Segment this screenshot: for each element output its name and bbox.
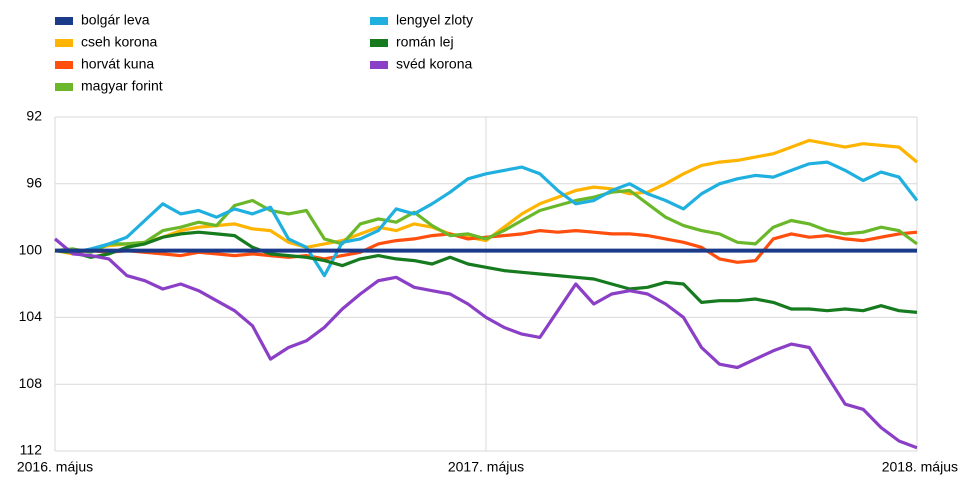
y-tick-label: 92 — [26, 108, 42, 124]
legend-swatch — [370, 17, 388, 25]
legend-swatch — [55, 39, 73, 47]
legend-label: magyar forint — [81, 78, 163, 94]
legend-swatch — [370, 39, 388, 47]
y-tick-label: 104 — [19, 308, 43, 324]
x-tick-label: 2018. május — [882, 459, 958, 475]
legend-label: cseh korona — [81, 34, 157, 50]
y-tick-label: 112 — [20, 442, 43, 458]
y-tick-label: 108 — [19, 375, 43, 391]
series-line — [53, 237, 918, 450]
series-line — [54, 188, 918, 254]
legend-label: bolgár leva — [81, 12, 150, 28]
x-tick-label: 2016. május — [17, 459, 93, 475]
legend-swatch — [370, 61, 388, 69]
y-tick-label: 96 — [26, 175, 42, 191]
legend-swatch — [55, 17, 73, 25]
y-tick-label: 100 — [19, 241, 43, 257]
x-tick-label: 2017. május — [448, 459, 524, 475]
legend-swatch — [55, 61, 73, 69]
series-line — [54, 230, 918, 314]
series-line — [54, 138, 919, 256]
legend-swatch — [55, 83, 73, 91]
legend-label: román lej — [396, 34, 454, 50]
legend-label: svéd korona — [396, 56, 472, 72]
legend-label: lengyel zloty — [396, 12, 473, 28]
series-line — [54, 160, 919, 278]
legend-label: horvát kuna — [81, 56, 154, 72]
